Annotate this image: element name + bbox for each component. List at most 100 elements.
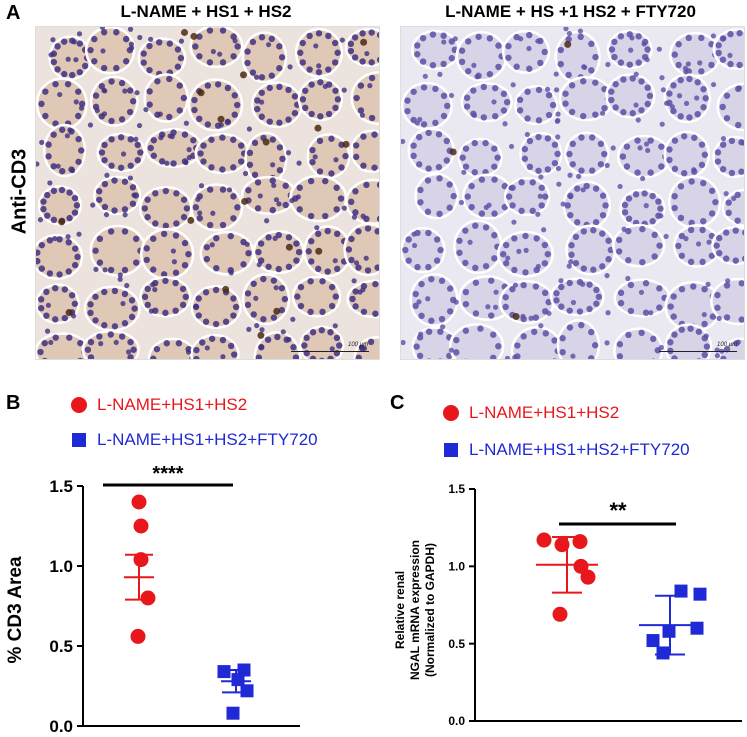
nucleus [230, 164, 237, 171]
interstitial-nucleus [287, 64, 293, 70]
nucleus [368, 29, 375, 36]
chart-c-significance-stars: ** [609, 498, 627, 523]
nucleus [328, 135, 335, 142]
nucleus [562, 90, 569, 97]
nucleus [127, 354, 134, 359]
interstitial-nucleus [259, 99, 265, 105]
nucleus [686, 75, 693, 83]
nucleus [334, 49, 341, 56]
interstitial-nucleus [47, 180, 53, 186]
nucleus [50, 58, 58, 66]
nucleus [558, 283, 565, 291]
nucleus [605, 256, 612, 263]
nucleus [675, 61, 682, 69]
nucleus [328, 283, 336, 291]
nucleus [516, 107, 524, 114]
nucleus [146, 42, 153, 50]
nucleus [492, 112, 499, 120]
nucleus [299, 39, 306, 47]
nucleus [574, 185, 581, 192]
interstitial-nucleus [332, 323, 338, 329]
nucleus [719, 103, 726, 111]
nucleus [472, 222, 479, 229]
nucleus [181, 239, 189, 247]
nucleus [644, 46, 651, 53]
interstitial-nucleus [133, 136, 139, 142]
tubule [96, 132, 146, 173]
interstitial-nucleus [120, 151, 127, 157]
nucleus [611, 38, 618, 46]
nucleus [206, 27, 214, 34]
interstitial-nucleus [604, 273, 610, 279]
nucleus [574, 219, 581, 226]
interstitial-nucleus [659, 75, 665, 81]
nucleus [357, 107, 365, 114]
nucleus [526, 137, 534, 145]
nucleus [146, 101, 153, 108]
interstitial-nucleus [518, 36, 524, 42]
nucleus [75, 135, 82, 143]
nucleus [440, 60, 447, 68]
nucleus [227, 232, 234, 240]
nucleus [75, 158, 82, 165]
nucleus [657, 205, 664, 212]
nucleus [276, 119, 283, 126]
nucleus [580, 228, 588, 235]
cd3-positive-cell [449, 148, 457, 156]
interstitial-nucleus [416, 299, 422, 305]
interstitial-nucleus [683, 236, 689, 242]
interstitial-nucleus [644, 57, 650, 63]
nucleus [353, 94, 360, 102]
nucleus [502, 260, 510, 267]
nucleus [322, 177, 329, 185]
nucleus [146, 88, 153, 95]
chart-b-y-axis-label: % CD3 Area [5, 556, 26, 663]
nucleus [617, 299, 625, 307]
nucleus [639, 258, 646, 266]
nucleus [46, 270, 54, 277]
nucleus [446, 181, 453, 188]
nucleus [690, 283, 697, 290]
nucleus [677, 183, 685, 190]
nucleus [308, 110, 315, 118]
interstitial-nucleus [358, 344, 364, 350]
interstitial-nucleus [296, 160, 302, 166]
nucleus [219, 186, 227, 193]
nucleus [100, 29, 108, 36]
nucleus [440, 112, 448, 120]
nucleus [92, 293, 99, 300]
nucleus [309, 329, 317, 336]
interstitial-nucleus [628, 47, 634, 53]
nucleus [92, 92, 100, 99]
nucleus [150, 266, 157, 273]
interstitial-nucleus [271, 182, 277, 189]
nucleus [150, 355, 157, 359]
nucleus [535, 117, 543, 124]
legend-c-label-2: L-NAME+HS1+HS2+FTY720 [469, 440, 690, 459]
nucleus [213, 234, 220, 242]
interstitial-nucleus [158, 135, 164, 141]
nucleus [230, 136, 237, 143]
interstitial-nucleus [736, 85, 742, 91]
nucleus [700, 217, 707, 225]
nucleus [642, 280, 650, 287]
interstitial-nucleus [492, 304, 499, 310]
nucleus [352, 209, 359, 216]
interstitial-nucleus [703, 333, 709, 339]
nucleus [615, 236, 623, 244]
nucleus [617, 289, 625, 297]
nucleus [468, 203, 475, 211]
cd3-positive-cell [285, 243, 293, 251]
nucleus [602, 202, 609, 209]
nucleus [567, 211, 574, 219]
nucleus [625, 331, 632, 339]
interstitial-nucleus [289, 197, 295, 204]
nucleus [258, 34, 266, 41]
nucleus [348, 235, 355, 243]
nucleus [38, 265, 46, 272]
chart-c-point-group2 [646, 634, 660, 648]
nucleus [87, 354, 95, 359]
nucleus [502, 241, 510, 249]
interstitial-nucleus [76, 31, 83, 37]
nucleus [471, 169, 478, 176]
